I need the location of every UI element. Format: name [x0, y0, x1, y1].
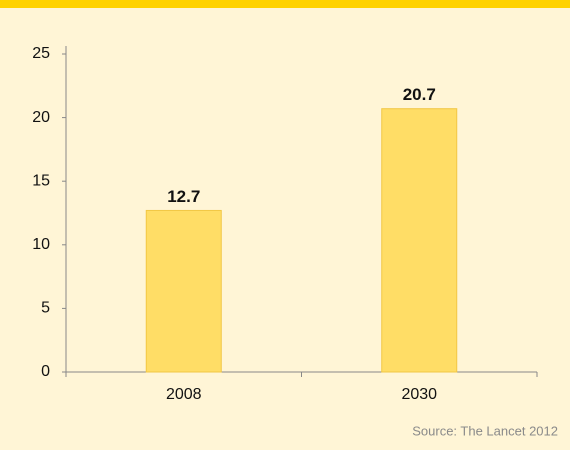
- x-tick-label: 2030: [401, 386, 437, 403]
- value-label: 12.7: [167, 187, 200, 206]
- y-tick-label: 10: [32, 236, 50, 253]
- y-tick-label: 0: [41, 363, 50, 380]
- bar: [145, 209, 222, 373]
- y-tick-label: 25: [32, 45, 50, 62]
- top-band: [0, 0, 570, 8]
- y-tick-label: 20: [32, 109, 50, 126]
- y-tick-label: 5: [41, 300, 50, 317]
- x-tick-label: 2008: [166, 386, 202, 403]
- source-note: Source: The Lancet 2012: [412, 423, 558, 438]
- bar: [381, 108, 458, 373]
- value-label: 20.7: [403, 85, 436, 104]
- y-tick-label: 15: [32, 172, 50, 189]
